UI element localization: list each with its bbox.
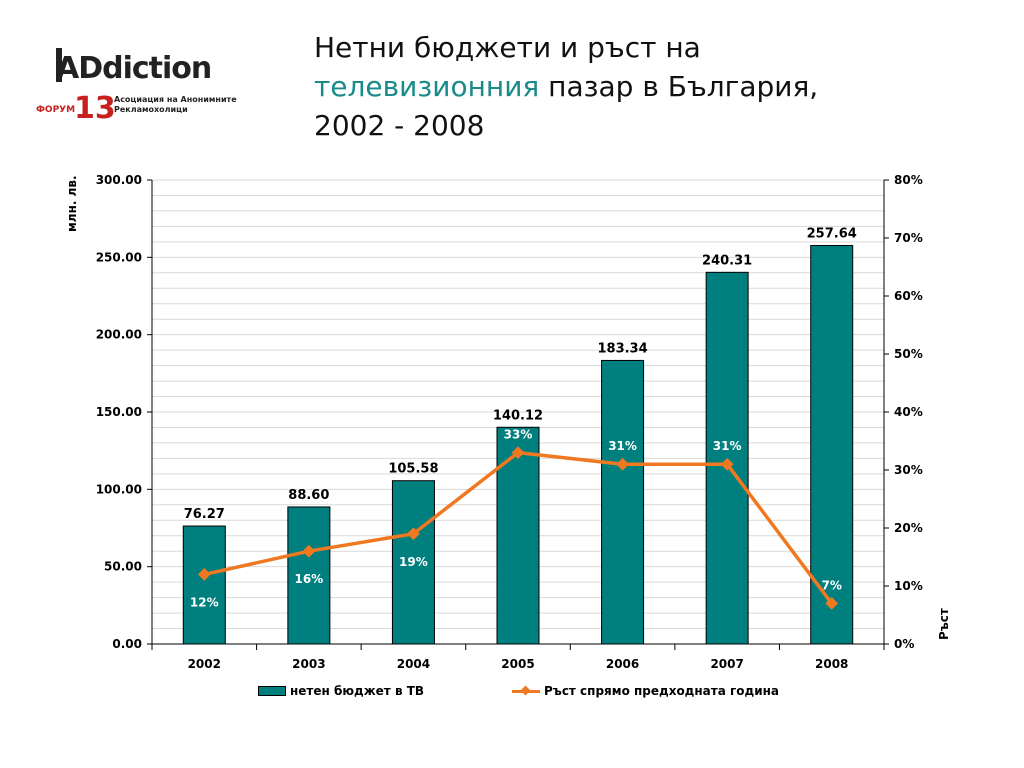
addiction-logo: ADdiction ФОРУМ 13 Асоциация на Анонимни…: [36, 48, 237, 125]
bars: [182, 245, 854, 645]
x-tick-label: 2008: [815, 657, 848, 671]
growth-value-label: 19%: [399, 555, 428, 569]
y2-tick-label: 50%: [894, 347, 923, 361]
y-tick-label: 100.00: [96, 482, 142, 496]
data-labels: 76.27 88.60 105.58 140.12 183.34 240.31 257.64…: [184, 227, 857, 610]
y-tick-label: 0.00: [112, 637, 142, 651]
title-line-2: телевизионния пазар в България,: [314, 67, 994, 106]
logo-tagline-line1: Асоциация на Анонимните: [114, 95, 237, 104]
growth-value-label: 31%: [608, 439, 637, 453]
y2-tick-label: 10%: [894, 579, 923, 593]
bar: [287, 506, 331, 645]
bar: [601, 359, 645, 645]
legend-item-growth: Ръст спрямо предходната година: [512, 684, 779, 698]
bar: [182, 525, 226, 645]
title-line-1: Нетни бюджети и ръст на: [314, 31, 701, 64]
y2-tick-label: 70%: [894, 231, 923, 245]
y2-axis-title: Ръст: [937, 608, 951, 640]
y-axis-title: млн. лв.: [65, 175, 79, 232]
x-tick-label: 2004: [397, 657, 430, 671]
bar-value-label: 105.58: [388, 462, 438, 477]
y-tick-label: 150.00: [96, 405, 142, 419]
y-tick-label: 250.00: [96, 250, 142, 264]
logo-tagline-line2: Рекламохолици: [114, 105, 188, 114]
legend-swatch-line: [512, 685, 540, 696]
y-tick-label: 50.00: [104, 560, 142, 574]
bar-value-label: 257.64: [807, 227, 857, 242]
logo-forum-number: 13: [74, 91, 116, 125]
x-tick-label: 2006: [606, 657, 639, 671]
bar-value-label: 88.60: [288, 488, 329, 503]
y2-tick-label: 40%: [894, 405, 923, 419]
y2-tick-label: 80%: [894, 173, 923, 187]
title-line-2-rest: пазар в България,: [548, 70, 819, 103]
bar: [391, 480, 435, 645]
bar-value-label: 140.12: [493, 408, 543, 423]
logo-grunge-band: [56, 48, 62, 82]
growth-value-label: 12%: [190, 595, 219, 609]
bar: [496, 426, 540, 645]
page-title: Нетни бюджети и ръст на телевизионния па…: [314, 28, 994, 145]
x-tick-label: 2002: [188, 657, 221, 671]
x-tick-label: 2007: [710, 657, 743, 671]
bar-value-label: 240.31: [702, 253, 752, 268]
growth-value-label: 16%: [294, 572, 323, 586]
axes: 0.00 50.00 100.00 150.00 200.00 250.00 300.00 0…: [96, 173, 923, 671]
title-highlight: телевизионния: [314, 70, 540, 103]
bar: [810, 245, 854, 645]
y-tick-label: 200.00: [96, 328, 142, 342]
growth-value-label: 7%: [822, 578, 842, 592]
growth-value-label: 33%: [504, 428, 533, 442]
legend-item-budget: нетен бюджет в ТВ: [258, 684, 424, 698]
bar-value-label: 183.34: [597, 341, 647, 356]
legend: нетен бюджет в ТВ Ръст спрямо предходнат…: [0, 684, 1024, 704]
legend-swatch-bar: [258, 686, 286, 696]
y2-tick-label: 60%: [894, 289, 923, 303]
x-tick-label: 2003: [292, 657, 325, 671]
y-tick-label: 300.00: [96, 173, 142, 187]
y2-tick-label: 30%: [894, 463, 923, 477]
growth-value-label: 31%: [713, 439, 742, 453]
logo-forum-word: ФОРУМ: [36, 105, 75, 115]
title-line-3: 2002 - 2008: [314, 109, 485, 142]
x-tick-label: 2005: [501, 657, 534, 671]
y2-tick-label: 20%: [894, 521, 923, 535]
bar-value-label: 76.27: [184, 507, 225, 522]
legend-label-budget: нетен бюджет в ТВ: [290, 684, 425, 698]
logo-brand: ADdiction: [56, 51, 211, 86]
y2-tick-label: 0%: [894, 637, 914, 651]
legend-label-growth: Ръст спрямо предходната година: [544, 684, 779, 698]
